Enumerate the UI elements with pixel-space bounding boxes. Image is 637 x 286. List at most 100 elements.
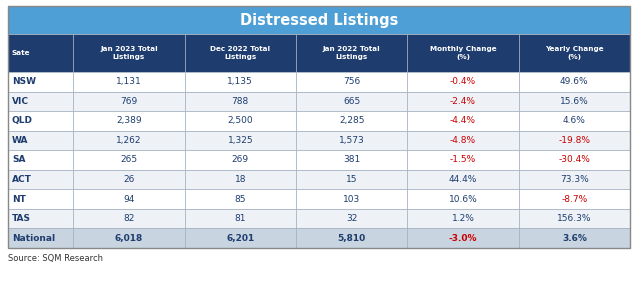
Text: 82: 82 bbox=[124, 214, 134, 223]
Text: 1.2%: 1.2% bbox=[452, 214, 475, 223]
FancyBboxPatch shape bbox=[8, 189, 73, 209]
Text: 6,201: 6,201 bbox=[226, 234, 254, 243]
FancyBboxPatch shape bbox=[185, 229, 296, 248]
Text: National: National bbox=[12, 234, 55, 243]
Text: 2,285: 2,285 bbox=[339, 116, 364, 125]
FancyBboxPatch shape bbox=[73, 92, 185, 111]
Text: 381: 381 bbox=[343, 156, 361, 164]
Text: 85: 85 bbox=[234, 194, 246, 204]
Text: Dec 2022 Total
Listings: Dec 2022 Total Listings bbox=[210, 46, 270, 60]
Text: 1,262: 1,262 bbox=[116, 136, 141, 145]
FancyBboxPatch shape bbox=[407, 92, 519, 111]
FancyBboxPatch shape bbox=[73, 170, 185, 189]
FancyBboxPatch shape bbox=[519, 92, 630, 111]
FancyBboxPatch shape bbox=[8, 150, 73, 170]
FancyBboxPatch shape bbox=[8, 229, 73, 248]
FancyBboxPatch shape bbox=[407, 111, 519, 131]
FancyBboxPatch shape bbox=[8, 92, 73, 111]
FancyBboxPatch shape bbox=[8, 111, 73, 131]
Text: -19.8%: -19.8% bbox=[559, 136, 590, 145]
Text: NT: NT bbox=[12, 194, 26, 204]
FancyBboxPatch shape bbox=[296, 131, 407, 150]
Text: 10.6%: 10.6% bbox=[448, 194, 477, 204]
FancyBboxPatch shape bbox=[8, 209, 73, 229]
Text: WA: WA bbox=[12, 136, 29, 145]
Text: 2,389: 2,389 bbox=[116, 116, 142, 125]
Text: -30.4%: -30.4% bbox=[559, 156, 590, 164]
Text: ACT: ACT bbox=[12, 175, 32, 184]
Text: 156.3%: 156.3% bbox=[557, 214, 592, 223]
FancyBboxPatch shape bbox=[73, 189, 185, 209]
FancyBboxPatch shape bbox=[296, 189, 407, 209]
Text: 265: 265 bbox=[120, 156, 138, 164]
FancyBboxPatch shape bbox=[73, 131, 185, 150]
FancyBboxPatch shape bbox=[407, 150, 519, 170]
FancyBboxPatch shape bbox=[519, 34, 630, 72]
Text: 769: 769 bbox=[120, 97, 138, 106]
FancyBboxPatch shape bbox=[519, 209, 630, 229]
Text: 49.6%: 49.6% bbox=[560, 77, 589, 86]
Text: 2,500: 2,500 bbox=[227, 116, 253, 125]
Text: QLD: QLD bbox=[12, 116, 33, 125]
Text: VIC: VIC bbox=[12, 97, 29, 106]
Text: 103: 103 bbox=[343, 194, 361, 204]
Text: 94: 94 bbox=[124, 194, 134, 204]
FancyBboxPatch shape bbox=[296, 72, 407, 92]
FancyBboxPatch shape bbox=[407, 209, 519, 229]
Text: 665: 665 bbox=[343, 97, 361, 106]
Text: 5,810: 5,810 bbox=[338, 234, 366, 243]
Text: 1,325: 1,325 bbox=[227, 136, 253, 145]
Text: 269: 269 bbox=[232, 156, 249, 164]
Text: 4.6%: 4.6% bbox=[563, 116, 586, 125]
FancyBboxPatch shape bbox=[519, 189, 630, 209]
Text: 73.3%: 73.3% bbox=[560, 175, 589, 184]
FancyBboxPatch shape bbox=[296, 34, 407, 72]
Text: Source: SQM Research: Source: SQM Research bbox=[8, 254, 103, 263]
FancyBboxPatch shape bbox=[296, 170, 407, 189]
FancyBboxPatch shape bbox=[407, 189, 519, 209]
Text: 1,135: 1,135 bbox=[227, 77, 253, 86]
Text: 6,018: 6,018 bbox=[115, 234, 143, 243]
Text: -2.4%: -2.4% bbox=[450, 97, 476, 106]
FancyBboxPatch shape bbox=[185, 209, 296, 229]
Text: -8.7%: -8.7% bbox=[561, 194, 587, 204]
Text: 18: 18 bbox=[234, 175, 246, 184]
Text: Sate: Sate bbox=[12, 50, 31, 56]
FancyBboxPatch shape bbox=[296, 92, 407, 111]
Text: Distressed Listings: Distressed Listings bbox=[240, 13, 398, 27]
FancyBboxPatch shape bbox=[8, 6, 630, 34]
FancyBboxPatch shape bbox=[185, 131, 296, 150]
FancyBboxPatch shape bbox=[73, 209, 185, 229]
Text: SA: SA bbox=[12, 156, 25, 164]
FancyBboxPatch shape bbox=[185, 170, 296, 189]
FancyBboxPatch shape bbox=[73, 229, 185, 248]
FancyBboxPatch shape bbox=[296, 150, 407, 170]
FancyBboxPatch shape bbox=[519, 229, 630, 248]
FancyBboxPatch shape bbox=[185, 34, 296, 72]
Text: -4.8%: -4.8% bbox=[450, 136, 476, 145]
FancyBboxPatch shape bbox=[407, 34, 519, 72]
FancyBboxPatch shape bbox=[519, 131, 630, 150]
FancyBboxPatch shape bbox=[296, 209, 407, 229]
Text: 44.4%: 44.4% bbox=[449, 175, 477, 184]
Text: 15.6%: 15.6% bbox=[560, 97, 589, 106]
Text: 26: 26 bbox=[124, 175, 134, 184]
Text: Monthly Change
(%): Monthly Change (%) bbox=[430, 46, 496, 60]
FancyBboxPatch shape bbox=[8, 170, 73, 189]
Text: 756: 756 bbox=[343, 77, 361, 86]
Text: Yearly Change
(%): Yearly Change (%) bbox=[545, 46, 604, 60]
FancyBboxPatch shape bbox=[519, 111, 630, 131]
Text: TAS: TAS bbox=[12, 214, 31, 223]
Text: Jan 2022 Total
Listings: Jan 2022 Total Listings bbox=[323, 46, 380, 60]
FancyBboxPatch shape bbox=[519, 72, 630, 92]
FancyBboxPatch shape bbox=[407, 72, 519, 92]
FancyBboxPatch shape bbox=[185, 92, 296, 111]
Text: 1,131: 1,131 bbox=[116, 77, 142, 86]
Text: 15: 15 bbox=[346, 175, 357, 184]
FancyBboxPatch shape bbox=[519, 170, 630, 189]
FancyBboxPatch shape bbox=[8, 34, 73, 72]
FancyBboxPatch shape bbox=[73, 34, 185, 72]
FancyBboxPatch shape bbox=[8, 72, 73, 92]
Text: -3.0%: -3.0% bbox=[448, 234, 477, 243]
FancyBboxPatch shape bbox=[185, 150, 296, 170]
